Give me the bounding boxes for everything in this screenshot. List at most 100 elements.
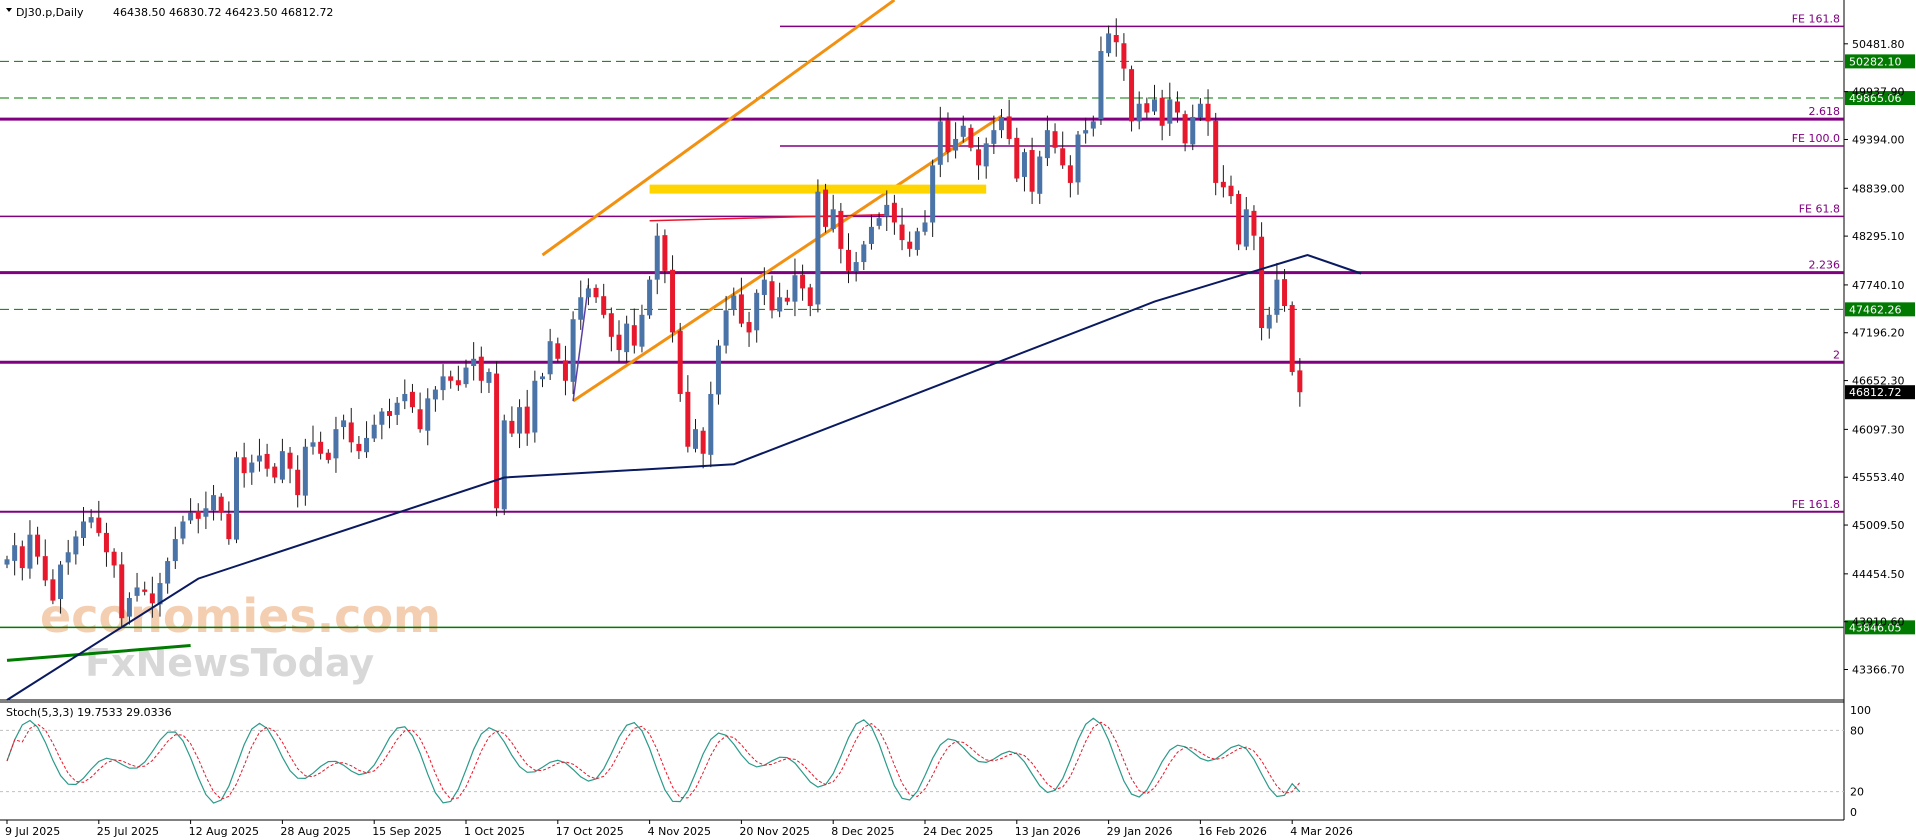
candle-body [654,235,660,280]
watermark-line1: economies.com [40,589,441,643]
candle-body [532,380,538,433]
level-price-tag [1845,620,1915,635]
stoch-scale-label: 80 [1850,724,1864,737]
candle-body [1289,304,1295,372]
candle-body [677,330,683,394]
candle-body [693,429,698,449]
y-tick-label: 47196.20 [1852,327,1905,340]
candle-body [1060,148,1066,166]
level-label: FE 161.8 [1792,12,1840,25]
x-tick-label: 9 Jul 2025 [5,825,60,838]
candle-body [4,559,10,565]
x-tick-label: 4 Mar 2026 [1290,825,1353,838]
candle-body [96,517,102,533]
y-tick-label: 46652.30 [1852,375,1905,388]
candle-body [884,204,890,217]
candle-body [1259,236,1265,329]
candle-body [769,281,775,311]
candle-body [1044,130,1050,159]
y-tick-label: 46097.30 [1852,423,1905,436]
candle-body [157,583,163,605]
candle-body [42,556,48,581]
candle-body [1052,131,1058,148]
candle-body [960,125,966,137]
candle-body [364,437,370,453]
candle-body [471,358,477,367]
candle-body [1029,150,1035,192]
candle-body [165,561,171,584]
candle-body [142,589,148,592]
x-tick-label: 4 Nov 2025 [648,825,711,838]
candle-body [777,297,783,312]
candle-body [953,138,959,151]
candle-body [754,292,760,331]
candle-body [379,411,385,425]
candle-body [65,552,71,563]
candle-body [287,452,293,469]
x-tick-label: 29 Jan 2026 [1107,825,1173,838]
y-tick-label: 45553.40 [1852,471,1905,484]
wave-line [572,284,590,402]
channel-lower-line [572,114,1003,403]
support-line [649,213,887,222]
candle-body [279,451,285,480]
candle-body [241,457,247,474]
candle-body [387,411,392,416]
candle-body [524,406,530,434]
candle-body [256,455,262,462]
candle-body [348,422,354,443]
candle-body [27,534,33,569]
candle-body [792,275,798,302]
stoch-signal-line [6,721,1301,800]
current-price-label: 46812.72 [1849,386,1902,399]
level-price-label: 43846.05 [1849,621,1902,634]
candle-body [976,149,982,166]
candle-body [88,517,94,523]
candle-body [930,165,936,223]
candle-body [463,367,469,385]
candle-body [823,189,829,227]
candle-body [371,424,377,439]
candle-body [264,453,270,469]
candle-body [708,393,714,455]
candle-body [616,334,622,350]
candle-body [983,143,989,167]
x-tick-label: 25 Jul 2025 [97,825,159,838]
level-lines: FE 161.8 50282.10 49865.06 2.618 FE 100.0 FE … [0,12,1915,635]
candle-body [670,269,676,333]
candle-body [310,442,316,447]
level-label: 2.236 [1809,259,1841,272]
candle-body [608,313,614,337]
candle-body [937,121,943,165]
candle-body [432,389,438,400]
candle-body [1037,156,1043,194]
candle-body [35,534,41,557]
candle-body [1243,209,1249,247]
ohlc-values: 46438.50 46830.72 46423.50 46812.72 [113,6,333,19]
candle-body [409,391,415,408]
y-tick-label: 44454.50 [1852,568,1905,581]
candle-body [394,402,400,415]
candle-body [1014,137,1020,179]
candle-body [341,420,347,428]
candle-body [861,244,867,263]
dropdown-icon[interactable] [6,8,12,12]
candle-body [417,409,423,430]
candle-body [234,457,239,540]
watermark-line2: FxNewsToday [85,641,374,685]
candle-body [1021,152,1027,177]
candle-body [991,130,997,144]
candle-body [846,249,851,271]
level-price-tag [1845,54,1915,69]
y-tick-label: 43366.70 [1852,664,1905,677]
time-axis: 9 Jul 2025 25 Jul 2025 12 Aug 2025 28 Aug 2… [5,820,1353,838]
channel-upper-line [541,0,896,257]
x-tick-label: 17 Oct 2025 [556,825,624,838]
candle-body [700,430,706,454]
candle-body [119,564,125,619]
x-tick-label: 16 Feb 2026 [1198,825,1266,838]
candle-body [907,241,913,249]
candle-body [272,466,278,478]
